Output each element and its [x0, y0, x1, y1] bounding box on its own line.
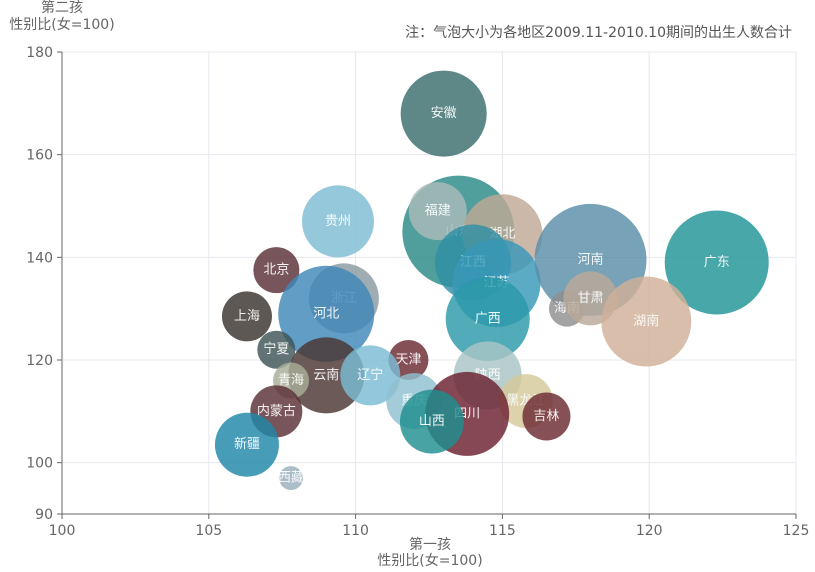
bubble-湖南[interactable]: 湖南 — [601, 276, 692, 367]
bubble-label: 北京 — [263, 263, 289, 278]
bubble-label: 甘肃 — [577, 291, 603, 306]
bubble-circle[interactable] — [221, 291, 272, 342]
bubble-安徽[interactable]: 安徽 — [400, 70, 487, 157]
bubble-circle[interactable] — [253, 247, 300, 294]
bubble-上海[interactable]: 上海 — [221, 291, 272, 342]
bubble-新疆[interactable]: 新疆 — [214, 412, 279, 477]
y-tick-label: 160 — [26, 148, 53, 164]
bubble-label: 天津 — [395, 353, 421, 368]
x-tick-label: 115 — [489, 523, 516, 539]
bubble-label: 山西 — [419, 414, 445, 429]
x-axis-label-line2: 性别比(女=100) — [377, 552, 482, 569]
bubble-西藏[interactable]: 西藏 — [278, 466, 304, 491]
bubble-山西[interactable]: 山西 — [399, 389, 464, 454]
x-axis-label-line1: 第一孩 — [409, 536, 451, 553]
bubble-广西[interactable]: 广西 — [445, 276, 530, 361]
y-axis-label-line1: 第二孩 — [41, 0, 83, 16]
bubble-circle[interactable] — [279, 466, 304, 491]
bubble-label: 青海 — [278, 373, 304, 388]
bubble-云南[interactable]: 云南 — [288, 337, 365, 414]
bubble-label: 内蒙古 — [257, 403, 296, 419]
bubble-label: 广西 — [475, 311, 501, 326]
bubble-circle[interactable] — [340, 345, 401, 406]
bubble-贵州[interactable]: 贵州 — [301, 185, 374, 258]
bubble-circle[interactable] — [445, 276, 530, 361]
bubble-circle[interactable] — [257, 330, 296, 369]
bubble-circle[interactable] — [288, 337, 365, 414]
bubble-label: 西藏 — [278, 471, 304, 486]
bubble-label: 安徽 — [431, 106, 457, 121]
x-tick-label: 110 — [342, 523, 369, 539]
bubble-circle[interactable] — [301, 185, 374, 258]
bubble-吉林[interactable]: 吉林 — [522, 392, 571, 441]
bubble-广东[interactable]: 广东 — [664, 210, 769, 315]
bubble-河北[interactable]: 河北 — [278, 265, 375, 362]
x-tick-label: 100 — [49, 523, 76, 539]
bubble-circle[interactable] — [522, 392, 571, 441]
bubble-circle[interactable] — [601, 276, 692, 367]
bubble-label: 贵州 — [325, 214, 351, 229]
bubble-label: 河北 — [313, 306, 339, 321]
bubble-circle[interactable] — [214, 412, 279, 477]
y-tick-label: 120 — [26, 353, 53, 369]
bubble-label: 云南 — [313, 367, 339, 383]
x-tick-label: 125 — [783, 523, 810, 539]
bubble-label: 上海 — [234, 309, 260, 324]
bubble-circle[interactable] — [408, 182, 467, 241]
bubble-circle[interactable] — [664, 210, 769, 315]
bubble-label: 湖南 — [633, 313, 659, 329]
bubble-label: 新疆 — [234, 436, 260, 452]
bubble-circle[interactable] — [399, 389, 464, 454]
bubble-label: 广东 — [704, 255, 730, 270]
bubble-label: 河南 — [577, 251, 603, 267]
y-tick-label: 90 — [35, 507, 53, 523]
bubble-label: 吉林 — [533, 409, 559, 424]
y-tick-label: 180 — [26, 45, 53, 61]
bubble-label: 宁夏 — [263, 341, 289, 357]
chart-note: 注：气泡大小为各地区2009.11-2010.10期间的出生人数合计 — [405, 25, 792, 41]
x-tick-label: 120 — [636, 523, 663, 539]
x-tick-label: 105 — [195, 523, 222, 539]
bubble-福建[interactable]: 福建 — [408, 182, 467, 241]
bubble-label: 福建 — [425, 204, 451, 219]
bubble-辽宁[interactable]: 辽宁 — [340, 345, 401, 406]
bubble-北京[interactable]: 北京 — [253, 247, 300, 294]
y-tick-label: 100 — [26, 456, 53, 472]
y-axis-label-line2: 性别比(女=100) — [9, 16, 114, 33]
bubble-label: 辽宁 — [357, 367, 383, 383]
bubble-circle[interactable] — [278, 265, 375, 362]
bubbles: 安徽贵州山东福建湖北江西江苏广东河南海南甘肃湖南北京浙江河北上海广西宁夏天津云南… — [214, 70, 769, 491]
y-tick-label: 140 — [26, 250, 53, 266]
bubble-宁夏[interactable]: 宁夏 — [257, 330, 296, 369]
bubble-circle[interactable] — [400, 70, 487, 157]
